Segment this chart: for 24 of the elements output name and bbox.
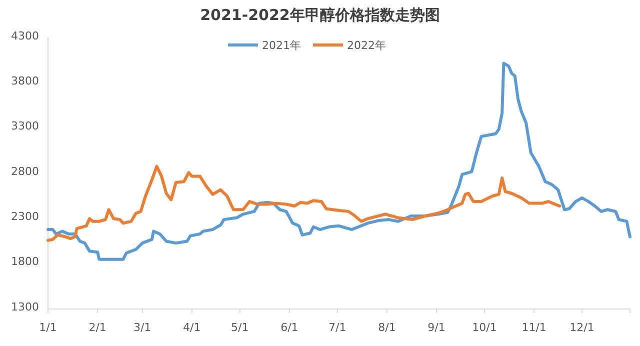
line-series [46, 164, 562, 242]
y-tick-label: 2300 [11, 210, 39, 223]
x-tick-label: 8/1 [378, 321, 396, 334]
line-series [46, 62, 632, 261]
y-tick-label: 2800 [11, 164, 39, 178]
x-tick-label: 9/1 [428, 321, 446, 334]
legend-label: 2022年 [347, 39, 386, 52]
y-tick-label: 3300 [11, 120, 39, 133]
y-tick-label: 1800 [11, 255, 39, 268]
legend-label: 2021年 [262, 39, 301, 52]
x-tick-label: 12/1 [570, 321, 594, 334]
y-tick-label: 1300 [11, 300, 39, 314]
x-tick-label: 4/1 [183, 321, 201, 334]
chart-title: 2021-2022年甲醇价格指数走势图 [200, 6, 440, 24]
y-tick-label: 4300 [11, 29, 39, 42]
x-tick-label: 3/1 [133, 321, 152, 334]
x-tick-label: 1/1 [39, 321, 57, 334]
x-tick-label: 11/1 [522, 321, 546, 334]
x-tick-label: 6/1 [280, 321, 298, 334]
x-tick-label: 10/1 [472, 321, 497, 334]
x-tick-label: 5/1 [231, 321, 249, 334]
x-tick-label: 7/1 [328, 321, 346, 334]
y-tick-label: 3800 [11, 74, 39, 88]
x-tick-label: 2/1 [88, 321, 106, 334]
